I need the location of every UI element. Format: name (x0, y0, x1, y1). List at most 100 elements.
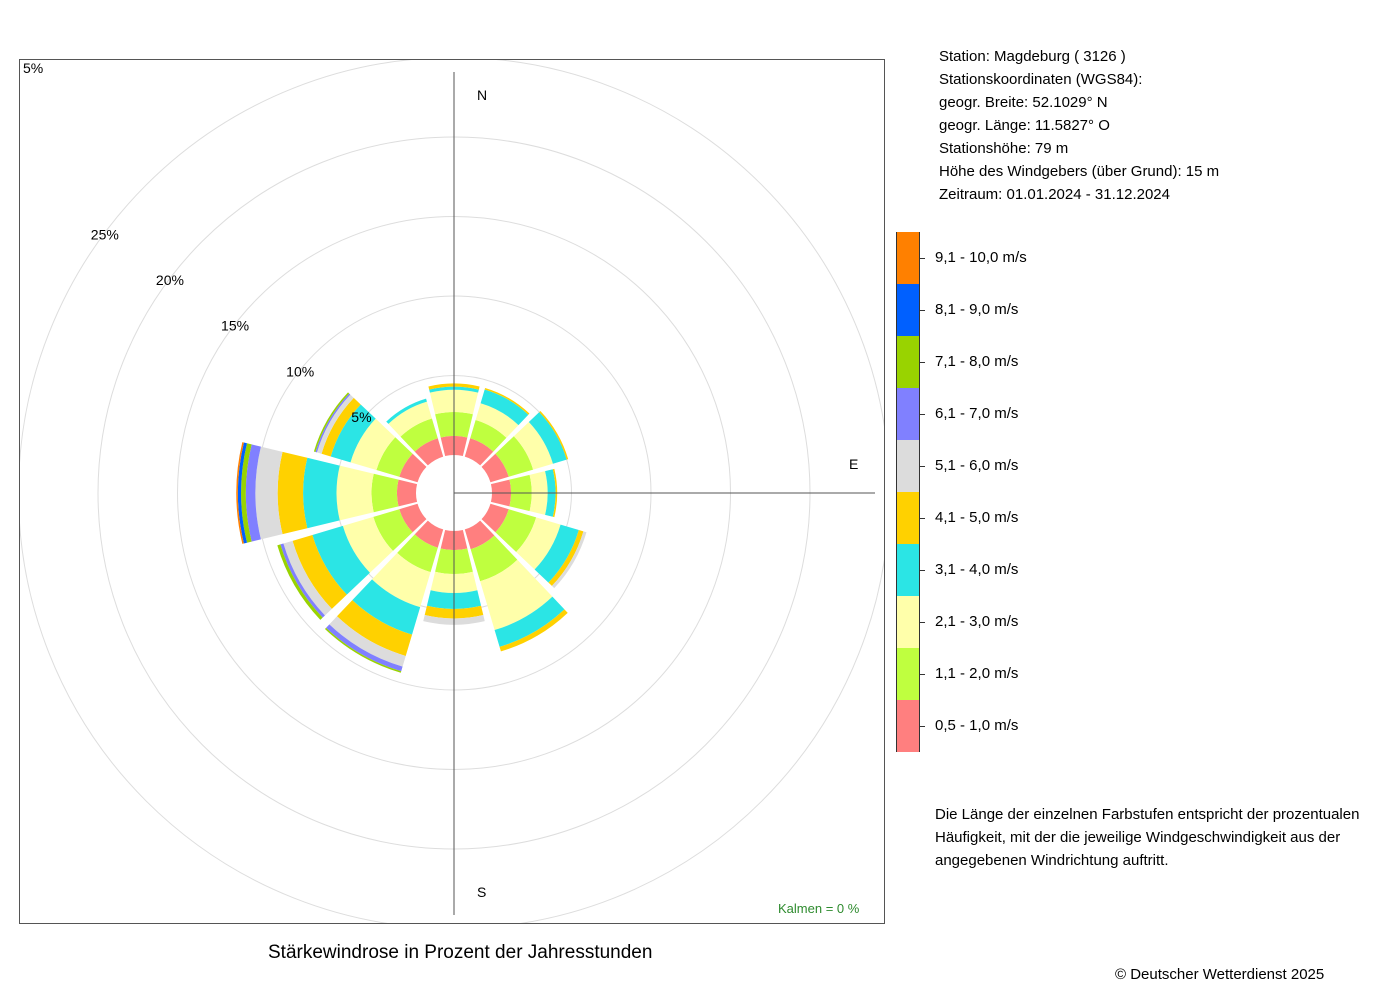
legend-swatch (896, 388, 920, 440)
wind-sector-210-class-5 (337, 600, 413, 656)
legend-tick (920, 258, 925, 259)
wind-sector-90-class-5 (552, 468, 558, 518)
wind-sector-270-class-5 (277, 451, 308, 535)
legend-label: 4,1 - 5,0 m/s (935, 509, 1019, 526)
wind-sector-120-class-1 (481, 503, 509, 533)
plot-area: N E S 5% 10% 15% 20% 25% 5% Kalmen = 0 % (19, 59, 885, 924)
wind-rose-chart: N E S 5% 10% 15% 20% 25% 5% Kalmen = 0 % (20, 60, 884, 923)
wind-sector-330-class-1 (414, 438, 444, 466)
wind-sector-210-class-3 (372, 552, 431, 608)
legend-swatch (896, 232, 920, 284)
legend-label: 1,1 - 2,0 m/s (935, 665, 1019, 682)
wind-sector-120-class-4 (534, 524, 579, 583)
legend-tick (920, 466, 925, 467)
wind-sector-120-class-3 (516, 517, 561, 570)
wind-sector-30-class-5 (484, 387, 530, 415)
station-info: Station: Magdeburg ( 3126 ) Stationskoor… (939, 45, 1219, 206)
station-name: Station: Magdeburg ( 3126 ) (939, 48, 1126, 65)
compass-south-label: S (477, 884, 486, 900)
legend-label: 0,5 - 1,0 m/s (935, 717, 1019, 734)
legend-swatch (896, 284, 920, 336)
wind-sector-150-class-4 (494, 596, 565, 647)
legend-tick (920, 622, 925, 623)
wind-sector-270-class-6 (255, 446, 283, 540)
wind-sector-30-class-3 (475, 403, 519, 438)
wind-sector-240-class-7 (280, 543, 325, 618)
station-coordinates-heading: Stationskoordinaten (WGS84): (939, 71, 1143, 88)
wind-sector-270-class-7 (245, 444, 261, 542)
compass-east-label: E (849, 456, 858, 472)
legend-tick (920, 310, 925, 311)
wind-sector-210-class-2 (397, 534, 438, 573)
wind-sector-270-class-3 (336, 465, 374, 521)
legend-label: 7,1 - 8,0 m/s (935, 353, 1019, 370)
legend-swatch (896, 648, 920, 700)
wind-sector-270-class-4 (303, 457, 340, 529)
wind-sector-120-class-5 (548, 529, 584, 586)
legend-swatch (896, 440, 920, 492)
wind-sector-300-class-3 (350, 418, 396, 471)
wind-sector-150-class-2 (470, 535, 518, 582)
wind-sector-270-class-1 (396, 479, 418, 507)
station-latitude: geogr. Breite: 52.1029° N (939, 94, 1108, 111)
wind-sector-300-class-2 (376, 437, 413, 477)
station-elevation: Stationshöhe: 79 m (939, 140, 1069, 157)
legend-label: 3,1 - 4,0 m/s (935, 561, 1019, 578)
station-longitude: geogr. Länge: 11.5827° O (939, 117, 1110, 134)
legend-tick (920, 362, 925, 363)
wind-sector-240-class-6 (283, 540, 332, 616)
wind-sector-30-class-4 (480, 389, 529, 426)
wind-sector-60-class-1 (481, 453, 509, 483)
ring-label-25: 25% (91, 226, 119, 242)
wind-sector-330-class-4 (386, 398, 427, 424)
calm-label: Kalmen = 0 % (778, 901, 860, 916)
wind-sector-240-class-5 (292, 534, 347, 609)
wind-sector-210-class-1 (414, 520, 444, 548)
chart-title: Stärkewindrose in Prozent der Jahresstun… (268, 942, 653, 963)
legend-label: 6,1 - 7,0 m/s (935, 405, 1019, 422)
wind-sector-300-class-5 (321, 397, 361, 457)
wind-sector-240-class-4 (312, 525, 370, 595)
time-period: Zeitraum: 01.01.2024 - 31.12.2024 (939, 186, 1170, 203)
wind-sector-240-class-2 (373, 509, 413, 551)
wind-sector-330-class-3 (388, 401, 432, 437)
legend-label: 8,1 - 9,0 m/s (935, 301, 1019, 318)
legend-swatch (896, 596, 920, 648)
legend-tick (920, 674, 925, 675)
wind-sector-150-class-1 (464, 520, 495, 550)
legend-swatch (896, 336, 920, 388)
wind-sector-270-class-2 (371, 473, 399, 513)
speed-legend: 0,5 - 1,0 m/s 1,1 - 2,0 m/s 2,1 - 3,0 m/s 3… (896, 232, 1336, 752)
wind-sector-270-class-8 (241, 443, 252, 543)
wind-sector-270-class-9 (237, 442, 247, 544)
ring-label-15: 15% (221, 318, 249, 334)
wind-sector-120-class-6 (551, 531, 587, 589)
wind-sector-120-class-2 (495, 509, 537, 552)
wind-sector-150-class-5 (499, 609, 568, 652)
legend-swatch (896, 492, 920, 544)
wind-sector-30-class-1 (464, 438, 494, 466)
wind-sector-60-class-3 (513, 421, 553, 470)
ring-label-5: 5% (351, 409, 371, 425)
legend-label: 5,1 - 6,0 m/s (935, 457, 1019, 474)
legend-label: 2,1 - 3,0 m/s (935, 613, 1019, 630)
wind-sector-60-class-5 (539, 411, 569, 460)
wind-sector-330-class-2 (400, 418, 438, 452)
wind-sector-60-class-2 (495, 436, 534, 477)
wind-sector-210-class-7 (326, 624, 403, 672)
copyright-notice: © Deutscher Wetterdienst 2025 (1115, 966, 1325, 983)
wind-sector-60-class-4 (528, 412, 567, 464)
wind-sector-240-class-8 (277, 544, 323, 620)
legend-label: 9,1 - 10,0 m/s (935, 249, 1027, 266)
ring-label-20: 20% (156, 272, 184, 288)
legend-tick (920, 726, 925, 727)
legend-tick (920, 414, 925, 415)
legend-tick (920, 518, 925, 519)
wind-sector-210-class-6 (329, 616, 406, 667)
wind-sector-210-class-4 (352, 579, 421, 635)
corner-ring-label: 5% (23, 60, 43, 76)
anemometer-height: Höhe des Windgebers (über Grund): 15 m (939, 163, 1220, 180)
wind-sector-240-class-3 (342, 516, 393, 573)
explanation-text: Die Länge der einzelnen Farbstufen entsp… (935, 806, 1360, 869)
wind-sector-30-class-2 (470, 419, 507, 452)
